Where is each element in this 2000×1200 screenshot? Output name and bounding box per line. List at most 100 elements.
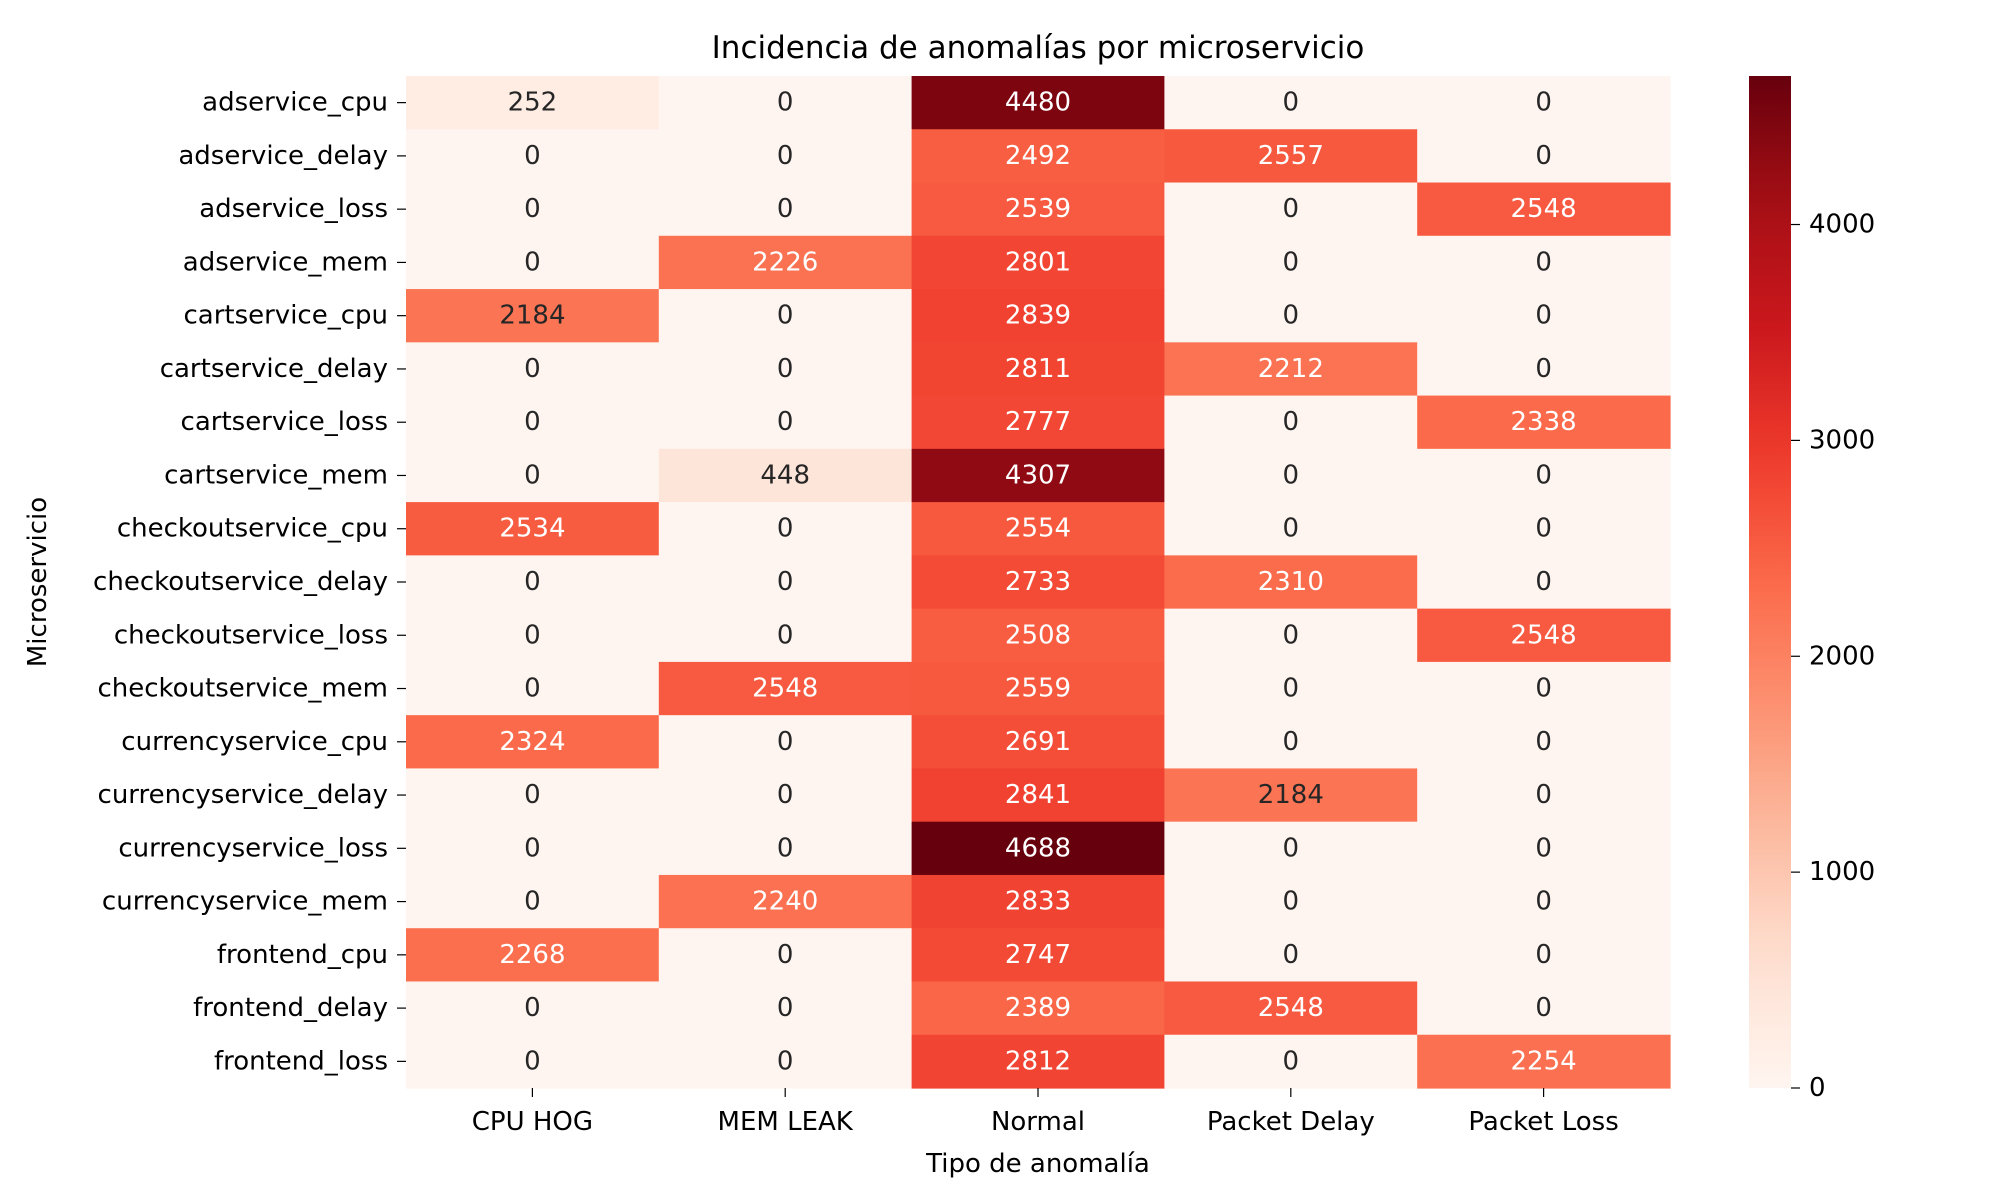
heatmap-cell: [1164, 395, 1418, 450]
cell-value-label: 2811: [1005, 354, 1071, 384]
heatmap-cell: [1164, 502, 1418, 556]
heatmap-cell: [658, 502, 913, 556]
y-tick-label: currencyservice_mem: [102, 887, 388, 917]
heatmap-cell: [658, 715, 913, 770]
heatmap-cell: [406, 608, 660, 663]
heatmap-cell: [406, 555, 660, 610]
cell-value-label: 2841: [1005, 780, 1071, 810]
heatmap-cell: [1164, 555, 1418, 610]
heatmap-cell: [911, 342, 1165, 397]
heatmap-cell: [1417, 448, 1671, 503]
cell-value-label: 2554: [1005, 514, 1071, 544]
cell-value-label: 0: [1535, 674, 1552, 704]
cell-value-label: 0: [777, 194, 794, 224]
cell-value-label: 0: [1283, 620, 1300, 650]
cell-value-label: 0: [777, 1046, 794, 1076]
heatmap-cell: [658, 395, 913, 450]
cell-value-label: 0: [524, 141, 541, 171]
cell-value-label: 0: [1283, 301, 1300, 331]
cell-value-label: 4480: [1005, 88, 1071, 118]
y-tick-label: checkoutservice_cpu: [117, 514, 388, 544]
cell-value-label: 0: [1535, 301, 1552, 331]
heatmap-cell: [658, 821, 913, 876]
y-tick-label: frontend_cpu: [217, 940, 388, 970]
heatmap-cell: [1164, 874, 1418, 929]
heatmap-cell: [406, 182, 660, 237]
heatmap-cell: [1417, 981, 1671, 1036]
heatmap-cell: [658, 981, 913, 1036]
heatmap-cell: [1417, 289, 1671, 343]
cell-value-label: 2548: [752, 674, 818, 704]
cell-value-label: 0: [1535, 993, 1552, 1023]
heatmap-cell: [911, 129, 1165, 184]
heatmap-cell: [658, 1034, 913, 1089]
colorbar-tick-label: 1000: [1809, 857, 1875, 887]
heatmap-cell: [658, 608, 913, 663]
chart-title: Incidencia de anomalías por microservici…: [712, 30, 1365, 66]
cell-value-label: 2268: [499, 940, 565, 970]
heatmap-cell: [1417, 235, 1671, 290]
colorbar-tick-label: 3000: [1809, 425, 1875, 455]
cell-value-label: 4688: [1005, 833, 1071, 863]
heatmap-cell: [406, 448, 660, 503]
heatmap-cell: [1417, 555, 1671, 610]
cell-value-label: 0: [524, 354, 541, 384]
cell-value-label: 0: [1283, 940, 1300, 970]
heatmap-cell: [658, 235, 913, 290]
cell-value-label: 0: [1535, 354, 1552, 384]
cell-value-label: 2801: [1005, 247, 1071, 277]
cell-value-label: 0: [777, 354, 794, 384]
cell-value-label: 2539: [1005, 194, 1071, 224]
cell-value-label: 0: [1535, 780, 1552, 810]
heatmap-cell: [406, 981, 660, 1036]
x-tick-label: Normal: [991, 1107, 1085, 1137]
cell-value-label: 2733: [1005, 567, 1071, 597]
heatmap-cell: [911, 715, 1165, 770]
cell-value-label: 0: [777, 620, 794, 650]
y-tick-label: checkoutservice_mem: [97, 674, 388, 704]
heatmap-cell: [911, 76, 1165, 130]
cell-value-label: 2548: [1258, 993, 1324, 1023]
cell-value-label: 0: [524, 194, 541, 224]
cell-value-label: 0: [777, 407, 794, 437]
cell-value-label: 0: [777, 141, 794, 171]
heatmap-cell: [1164, 715, 1418, 770]
y-axis-label: Microservicio: [23, 497, 53, 667]
heatmap-cell: [1164, 1034, 1418, 1089]
cell-value-label: 2557: [1258, 141, 1324, 171]
x-tick-label: Packet Delay: [1207, 1107, 1375, 1137]
heatmap-cell: [911, 768, 1165, 823]
cell-value-label: 0: [777, 514, 794, 544]
cell-value-label: 2777: [1005, 407, 1071, 437]
cell-value-label: 0: [1283, 887, 1300, 917]
y-tick-label: currencyservice_loss: [118, 833, 388, 863]
heatmap-cell: [406, 76, 660, 130]
heatmap-cell: [1417, 821, 1671, 876]
heatmap-cell: [1417, 608, 1671, 663]
heatmap-cell: [406, 715, 660, 770]
heatmap-cell: [406, 129, 660, 184]
colorbar-tick-label: 0: [1809, 1073, 1826, 1103]
cell-value-label: 0: [1283, 194, 1300, 224]
heatmap-cell: [1417, 715, 1671, 770]
cell-value-label: 0: [1535, 514, 1552, 544]
y-tick-label: currencyservice_delay: [98, 780, 388, 810]
heatmap-cell: [658, 874, 913, 929]
cell-value-label: 0: [1535, 141, 1552, 171]
heatmap-cell: [406, 768, 660, 823]
heatmap-cell: [406, 502, 660, 556]
cell-value-label: 0: [1535, 887, 1552, 917]
heatmap-cell: [406, 661, 660, 716]
heatmap-cell: [1164, 928, 1418, 983]
cell-value-label: 2559: [1005, 674, 1071, 704]
cell-value-label: 2812: [1005, 1046, 1071, 1076]
heatmap-cell: [1164, 768, 1418, 823]
cell-value-label: 0: [1283, 833, 1300, 863]
heatmap-cell: [406, 395, 660, 450]
heatmap-cell: [1164, 981, 1418, 1036]
cell-value-label: 0: [524, 833, 541, 863]
heatmap-cell: [1164, 289, 1418, 343]
cell-value-label: 0: [524, 620, 541, 650]
